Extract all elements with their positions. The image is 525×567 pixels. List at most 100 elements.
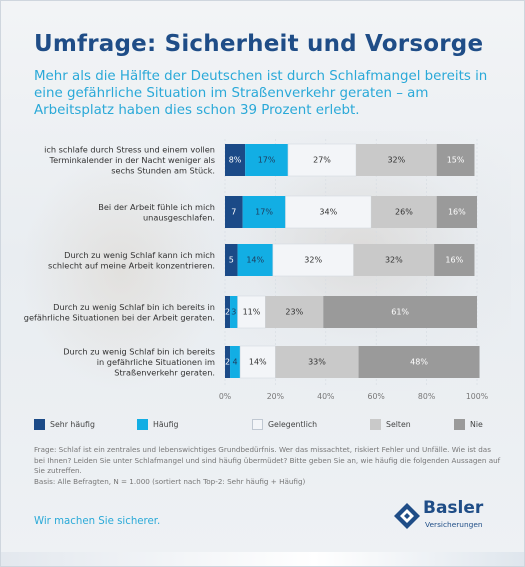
category-label: Durch zu wenig Schlaf bin ich bereits in… xyxy=(24,302,215,323)
category-label-line: schlecht auf meine Arbeit konzentrieren. xyxy=(48,260,215,270)
chart-legend: Sehr häufig Häufig Gelegentlich Selten Nie xyxy=(34,419,504,435)
category-label-line: Durch zu wenig Schlaf bin ich bereits xyxy=(63,347,215,357)
legend-item: Gelegentlich xyxy=(252,419,317,430)
bar-segment xyxy=(237,295,266,329)
chart-gridlines xyxy=(224,139,478,386)
category-label: ich schlafe durch Stress und einem volle… xyxy=(44,145,215,176)
bar-value-label: 27% xyxy=(313,156,331,165)
x-tick-label: 0% xyxy=(219,392,231,401)
legend-label: Sehr häufig xyxy=(50,420,95,429)
basler-logo: Basler Versicherungen xyxy=(393,498,513,538)
logo-subtitle: Versicherungen xyxy=(425,520,483,529)
bar-segment xyxy=(287,143,357,177)
bar-value-label: 7 xyxy=(231,208,236,217)
x-tick-label: 60% xyxy=(368,392,385,401)
legend-swatch xyxy=(34,419,45,430)
bar-segment xyxy=(275,346,359,378)
category-label: Durch zu wenig Schlaf kann ich mich schle… xyxy=(48,250,215,271)
chart-category-labels: ich schlafe durch Stress und einem volle… xyxy=(24,145,215,378)
bar-segment xyxy=(230,296,238,328)
legend-swatch xyxy=(137,419,148,430)
bar-value-label: 32% xyxy=(387,156,405,165)
bar-value-label: 15% xyxy=(447,156,465,165)
bar-segment xyxy=(225,296,231,328)
bar-segment xyxy=(237,244,273,276)
survey-note: Frage: Schlaf ist ein zentrales und lebe… xyxy=(34,445,504,487)
legend-item: Nie xyxy=(454,419,483,430)
bar-value-label: 61% xyxy=(391,308,409,317)
chart-x-axis: 0% 20% 40% 60% 80% 100% xyxy=(219,392,488,401)
page-title: Umfrage: Sicherheit und Vorsorge xyxy=(34,31,484,57)
legend-swatch xyxy=(370,419,381,430)
category-label: Bei der Arbeit fühle ich mich unausgeschl… xyxy=(98,202,215,223)
bar-value-label: 26% xyxy=(395,208,413,217)
bar-segment xyxy=(436,196,477,228)
x-tick-label: 20% xyxy=(267,392,284,401)
category-label-line: Durch zu wenig Schlaf kann ich mich xyxy=(64,250,215,260)
bar-value-label: 33% xyxy=(308,358,326,367)
bar-segment xyxy=(358,346,480,378)
legend-item: Häufig xyxy=(137,419,178,430)
bar-segment xyxy=(242,196,286,228)
bar-value-label: 16% xyxy=(448,208,466,217)
category-label-line: sechs Stunden am Stück. xyxy=(111,166,215,176)
legend-item: Sehr häufig xyxy=(34,419,95,430)
footer-strip xyxy=(1,552,524,566)
bar-value-label: 14% xyxy=(246,256,264,265)
bar-value-label: 14% xyxy=(249,358,267,367)
bar-segment xyxy=(371,196,437,228)
survey-basis: Basis: Alle Befragten, N = 1.000 (sortie… xyxy=(34,476,306,486)
bar-segment xyxy=(225,346,231,378)
bar-value-label: 11% xyxy=(243,308,261,317)
category-label-line: Straßenverkehr geraten. xyxy=(114,368,215,378)
bar-value-label: 34% xyxy=(319,208,337,217)
background-photo-hand xyxy=(21,151,221,391)
bar-segment xyxy=(323,296,477,328)
legend-label: Gelegentlich xyxy=(268,420,318,429)
bar-segment xyxy=(353,244,435,276)
category-label-line: in gefährliche Situationen im xyxy=(97,357,215,367)
category-label-line: Terminkalender in der Nacht weniger als xyxy=(49,155,216,165)
bar-segment xyxy=(230,346,241,378)
category-label-line: Durch zu wenig Schlaf bin ich bereits in xyxy=(53,302,215,312)
category-label-line: gefährliche Situationen bei der Arbeit g… xyxy=(24,312,215,322)
legend-label: Nie xyxy=(470,420,483,429)
bar-segment xyxy=(239,345,276,379)
category-label-line: ich schlafe durch Stress und einem volle… xyxy=(44,145,215,155)
x-tick-label: 100% xyxy=(466,392,488,401)
legend-swatch xyxy=(454,419,465,430)
bar-segment xyxy=(225,196,243,228)
bar-value-label: 32% xyxy=(304,256,322,265)
logo-name: Basler xyxy=(423,498,484,518)
category-label-line: Bei der Arbeit fühle ich mich xyxy=(98,202,215,212)
bar-value-label: 23% xyxy=(285,308,303,317)
category-label-line: unausgeschlafen. xyxy=(143,212,215,222)
bar-value-label: 32% xyxy=(385,256,403,265)
bar-segment xyxy=(245,144,288,176)
bar-value-label: 17% xyxy=(258,156,276,165)
basler-logo-mark-icon xyxy=(394,503,420,529)
bar-value-label: 3 xyxy=(231,308,236,317)
stacked-bar-chart: 8% 17% 27% 32% 15% 7 17% 34% 26% 16% 5 14% 32% 32% 16%… xyxy=(24,139,488,401)
bar-segment xyxy=(434,244,475,276)
legend-swatch xyxy=(252,419,263,430)
bar-segment xyxy=(225,244,238,276)
bar-segment xyxy=(436,144,475,176)
bar-value-label: 4 xyxy=(233,358,238,367)
page-subtitle: Mehr als die Hälfte der Deutschen ist du… xyxy=(34,69,488,118)
bar-segment xyxy=(285,195,372,229)
bar-value-label: 2 xyxy=(225,358,230,367)
bar-value-label: 5 xyxy=(229,256,234,265)
bar-segment xyxy=(225,144,246,176)
category-label: Durch zu wenig Schlaf bin ich bereits in … xyxy=(63,347,215,378)
x-tick-label: 40% xyxy=(317,392,334,401)
legend-label: Häufig xyxy=(153,420,179,429)
legend-item: Selten xyxy=(370,419,411,430)
bar-value-label: 16% xyxy=(445,256,463,265)
bar-segment xyxy=(265,296,324,328)
legend-label: Selten xyxy=(386,420,411,429)
x-tick-label: 80% xyxy=(418,392,435,401)
bar-value-label: 8% xyxy=(229,156,242,165)
bar-value-label: 48% xyxy=(410,358,428,367)
